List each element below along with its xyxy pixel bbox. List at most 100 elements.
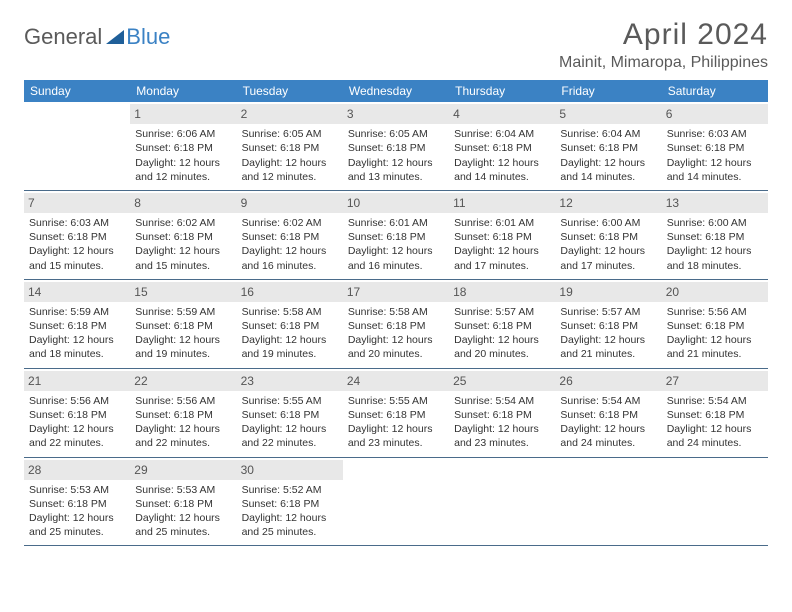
weekday-header: Friday [555, 80, 661, 102]
location-subtitle: Mainit, Mimaropa, Philippines [559, 54, 768, 72]
weekday-header: Monday [130, 80, 236, 102]
sunrise-text: Sunrise: 5:56 AM [667, 305, 763, 319]
day-number: 22 [130, 371, 236, 391]
daylight-text: Daylight: 12 hours and 20 minutes. [348, 333, 444, 361]
day-cell: 4Sunrise: 6:04 AMSunset: 6:18 PMDaylight… [449, 102, 555, 190]
day-cell: 25Sunrise: 5:54 AMSunset: 6:18 PMDayligh… [449, 369, 555, 457]
sunrise-text: Sunrise: 5:53 AM [29, 483, 125, 497]
sunrise-text: Sunrise: 6:00 AM [667, 216, 763, 230]
daylight-text: Daylight: 12 hours and 14 minutes. [560, 156, 656, 184]
day-details: Sunrise: 5:58 AMSunset: 6:18 PMDaylight:… [241, 305, 339, 362]
day-details: Sunrise: 5:54 AMSunset: 6:18 PMDaylight:… [559, 394, 657, 451]
day-cell: 10Sunrise: 6:01 AMSunset: 6:18 PMDayligh… [343, 191, 449, 279]
day-cell: 18Sunrise: 5:57 AMSunset: 6:18 PMDayligh… [449, 280, 555, 368]
daylight-text: Daylight: 12 hours and 20 minutes. [454, 333, 550, 361]
weekday-header: Thursday [449, 80, 555, 102]
sunrise-text: Sunrise: 6:04 AM [454, 127, 550, 141]
day-number: 6 [662, 104, 768, 124]
day-details: Sunrise: 5:54 AMSunset: 6:18 PMDaylight:… [666, 394, 764, 451]
week-row: 7 Sunrise: 6:03 AMSunset: 6:18 PMDaylight… [24, 191, 768, 280]
week-row: .1Sunrise: 6:06 AMSunset: 6:18 PMDayligh… [24, 102, 768, 191]
day-cell: 13 Sunrise: 6:00 AMSunset: 6:18 PMDayligh… [662, 191, 768, 279]
day-details: Sunrise: 6:06 AMSunset: 6:18 PMDaylight:… [134, 127, 232, 184]
day-cell: 15Sunrise: 5:59 AMSunset: 6:18 PMDayligh… [130, 280, 236, 368]
sunset-text: Sunset: 6:18 PM [135, 408, 231, 422]
day-cell: 8 Sunrise: 6:02 AMSunset: 6:18 PMDaylight… [130, 191, 236, 279]
sunrise-text: Sunrise: 5:54 AM [560, 394, 656, 408]
day-cell: 3Sunrise: 6:05 AMSunset: 6:18 PMDaylight… [343, 102, 449, 190]
sunset-text: Sunset: 6:18 PM [29, 319, 125, 333]
daylight-text: Daylight: 12 hours and 17 minutes. [454, 244, 550, 272]
weekday-header: Saturday [662, 80, 768, 102]
day-number: 12 [555, 193, 661, 213]
weeks-container: .1Sunrise: 6:06 AMSunset: 6:18 PMDayligh… [24, 102, 768, 546]
sunrise-text: Sunrise: 6:01 AM [454, 216, 550, 230]
sunrise-text: Sunrise: 6:02 AM [135, 216, 231, 230]
daylight-text: Daylight: 12 hours and 24 minutes. [560, 422, 656, 450]
day-number: 30 [237, 460, 343, 480]
day-number: 15 [130, 282, 236, 302]
sunset-text: Sunset: 6:18 PM [667, 141, 763, 155]
day-details: Sunrise: 5:54 AMSunset: 6:18 PMDaylight:… [453, 394, 551, 451]
sunset-text: Sunset: 6:18 PM [135, 230, 231, 244]
day-number: 1 [130, 104, 236, 124]
day-details: Sunrise: 5:53 AMSunset: 6:18 PMDaylight:… [134, 483, 232, 540]
day-details: Sunrise: 6:04 AMSunset: 6:18 PMDaylight:… [559, 127, 657, 184]
day-cell: . [662, 458, 768, 546]
daylight-text: Daylight: 12 hours and 12 minutes. [242, 156, 338, 184]
day-cell: 12Sunrise: 6:00 AMSunset: 6:18 PMDayligh… [555, 191, 661, 279]
day-number: 13 [662, 193, 768, 213]
day-number: 28 [24, 460, 130, 480]
day-details: Sunrise: 6:03 AMSunset: 6:18 PMDaylight:… [28, 216, 126, 273]
sunset-text: Sunset: 6:18 PM [454, 408, 550, 422]
sunrise-text: Sunrise: 5:53 AM [135, 483, 231, 497]
calendar-grid: SundayMondayTuesdayWednesdayThursdayFrid… [24, 80, 768, 546]
day-number: 7 [24, 193, 130, 213]
day-cell: 30Sunrise: 5:52 AMSunset: 6:18 PMDayligh… [237, 458, 343, 546]
sunset-text: Sunset: 6:18 PM [560, 230, 656, 244]
day-cell: 16Sunrise: 5:58 AMSunset: 6:18 PMDayligh… [237, 280, 343, 368]
day-details: Sunrise: 5:56 AMSunset: 6:18 PMDaylight:… [666, 305, 764, 362]
day-number: 8 [130, 193, 236, 213]
page-header: General Blue April 2024 Mainit, Mimaropa… [24, 18, 768, 72]
weekday-header-row: SundayMondayTuesdayWednesdayThursdayFrid… [24, 80, 768, 102]
sunset-text: Sunset: 6:18 PM [560, 319, 656, 333]
sunset-text: Sunset: 6:18 PM [348, 319, 444, 333]
sunrise-text: Sunrise: 5:54 AM [454, 394, 550, 408]
logo-triangle-icon [106, 30, 124, 44]
daylight-text: Daylight: 12 hours and 25 minutes. [242, 511, 338, 539]
day-cell: 1 Sunrise: 6:06 AMSunset: 6:18 PMDaylight… [130, 102, 236, 190]
day-number: 23 [237, 371, 343, 391]
sunset-text: Sunset: 6:18 PM [454, 141, 550, 155]
day-number: 20 [662, 282, 768, 302]
sunset-text: Sunset: 6:18 PM [135, 141, 231, 155]
weekday-header: Wednesday [343, 80, 449, 102]
daylight-text: Daylight: 12 hours and 24 minutes. [667, 422, 763, 450]
day-number: 2 [237, 104, 343, 124]
daylight-text: Daylight: 12 hours and 23 minutes. [454, 422, 550, 450]
day-number: 4 [449, 104, 555, 124]
day-cell: 29Sunrise: 5:53 AMSunset: 6:18 PMDayligh… [130, 458, 236, 546]
day-details: Sunrise: 6:02 AMSunset: 6:18 PMDaylight:… [134, 216, 232, 273]
sunset-text: Sunset: 6:18 PM [348, 230, 444, 244]
daylight-text: Daylight: 12 hours and 25 minutes. [135, 511, 231, 539]
sunset-text: Sunset: 6:18 PM [29, 408, 125, 422]
sunrise-text: Sunrise: 5:57 AM [560, 305, 656, 319]
weekday-header: Sunday [24, 80, 130, 102]
day-details: Sunrise: 5:55 AMSunset: 6:18 PMDaylight:… [347, 394, 445, 451]
daylight-text: Daylight: 12 hours and 22 minutes. [29, 422, 125, 450]
sunrise-text: Sunrise: 6:06 AM [135, 127, 231, 141]
month-title: April 2024 [559, 18, 768, 52]
sunset-text: Sunset: 6:18 PM [242, 141, 338, 155]
sunset-text: Sunset: 6:18 PM [560, 408, 656, 422]
day-number: 26 [555, 371, 661, 391]
title-block: April 2024 Mainit, Mimaropa, Philippines [559, 18, 768, 72]
sunrise-text: Sunrise: 6:03 AM [667, 127, 763, 141]
sunset-text: Sunset: 6:18 PM [348, 408, 444, 422]
day-cell: . [24, 102, 130, 190]
daylight-text: Daylight: 12 hours and 25 minutes. [29, 511, 125, 539]
day-details: Sunrise: 6:00 AMSunset: 6:18 PMDaylight:… [666, 216, 764, 273]
day-cell: 7 Sunrise: 6:03 AMSunset: 6:18 PMDaylight… [24, 191, 130, 279]
day-details: Sunrise: 6:05 AMSunset: 6:18 PMDaylight:… [347, 127, 445, 184]
sunrise-text: Sunrise: 5:56 AM [29, 394, 125, 408]
